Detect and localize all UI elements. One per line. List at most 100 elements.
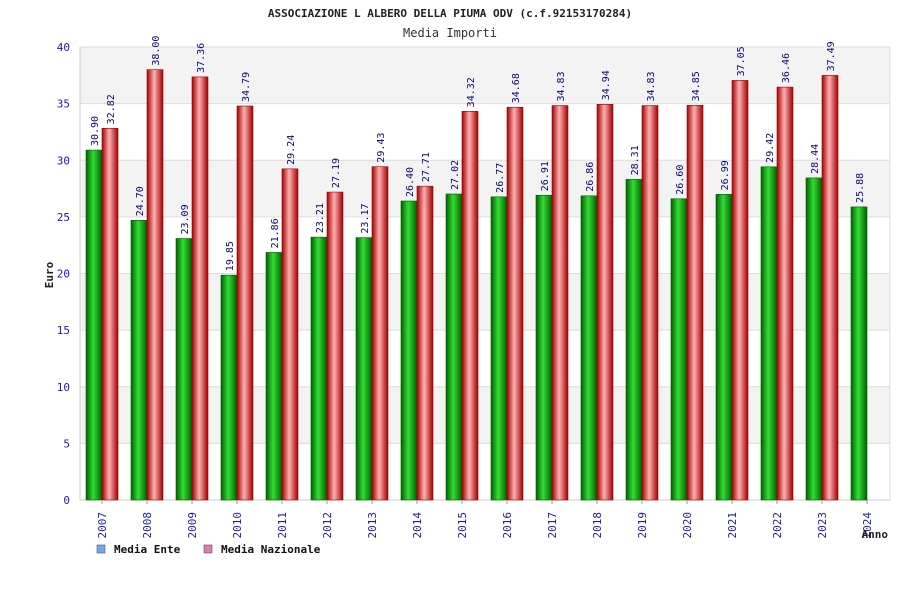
data-label-media-ente-2010: 19.85: [225, 241, 236, 271]
bar-media-ente-2007: [85, 149, 103, 501]
bars: [85, 69, 868, 501]
bar-media-ente-2013: [355, 237, 373, 501]
bar-media-nazionale-2016: [506, 106, 524, 501]
bar-media-ente-2024: [850, 206, 868, 501]
x-tick-label-2015: 2015: [456, 512, 469, 539]
y-tick-label: 15: [57, 324, 70, 337]
grid-lines: [79, 46, 891, 501]
y-tick-label: 20: [57, 268, 70, 281]
data-label-media-nazionale-2023: 37.49: [826, 41, 837, 71]
data-label-media-nazionale-2013: 29.43: [376, 133, 387, 163]
data-label-media-nazionale-2019: 34.83: [646, 71, 657, 101]
bar-media-nazionale-2020: [686, 105, 704, 501]
bar-media-ente-2014: [400, 200, 418, 501]
legend-swatch-media-ente: [96, 544, 106, 554]
data-label-media-nazionale-2009: 37.36: [196, 43, 207, 73]
data-label-media-ente-2019: 28.31: [630, 145, 641, 175]
x-tick-label-2011: 2011: [276, 512, 289, 539]
bar-media-nazionale-2008: [146, 69, 164, 501]
bar-media-ente-2008: [130, 219, 148, 501]
data-label-media-nazionale-2008: 38.00: [151, 36, 162, 66]
bar-media-nazionale-2021: [731, 80, 749, 501]
plot-band: [80, 103, 890, 161]
x-tick-label-2013: 2013: [366, 512, 379, 539]
y-tick-label: 35: [57, 98, 70, 111]
x-tick-label-2012: 2012: [321, 512, 334, 539]
x-tick-label-2016: 2016: [501, 512, 514, 539]
x-tick-label-2021: 2021: [726, 512, 739, 539]
bar-media-nazionale-2018: [596, 104, 614, 501]
bar-media-nazionale-2010: [236, 105, 254, 501]
y-axis-ticks: 0 5 10 15 20 25 30 35 40: [57, 41, 70, 507]
bar-media-nazionale-2014: [416, 185, 434, 501]
bar-media-ente-2012: [310, 236, 328, 501]
data-label-media-ente-2012: 23.21: [315, 203, 326, 233]
data-label-media-ente-2018: 26.86: [585, 162, 596, 192]
x-tick-label-2017: 2017: [546, 512, 559, 539]
x-tick-label-2024: 2024: [861, 512, 874, 539]
plot-band: [80, 47, 890, 104]
x-tick-label-2020: 2020: [681, 512, 694, 539]
data-label-media-ente-2013: 23.17: [360, 203, 371, 233]
data-label-media-nazionale-2015: 34.32: [466, 77, 477, 107]
bar-media-ente-2023: [805, 177, 823, 501]
legend-label-media-nazionale: Media Nazionale: [221, 543, 321, 556]
data-label-media-ente-2023: 28.44: [810, 144, 821, 174]
data-label-media-nazionale-2021: 37.05: [736, 46, 747, 76]
data-label-media-nazionale-2012: 27.19: [331, 158, 342, 188]
data-label-media-ente-2009: 23.09: [180, 204, 191, 234]
data-label-media-ente-2016: 26.77: [495, 163, 506, 193]
bar-media-nazionale-2017: [551, 105, 569, 501]
x-axis-label: Anno: [862, 528, 889, 541]
chart-subtitle: Media Importi: [403, 26, 497, 40]
plot-band: [80, 216, 890, 274]
plot-band: [80, 273, 890, 331]
y-tick-label: 0: [63, 494, 70, 507]
legend-label-media-ente: Media Ente: [114, 543, 181, 556]
data-label-media-nazionale-2007: 32.82: [106, 94, 117, 124]
bar-media-ente-2011: [265, 252, 283, 501]
data-label-media-nazionale-2010: 34.79: [241, 72, 252, 102]
y-tick-label: 25: [57, 211, 70, 224]
data-label-media-ente-2024: 25.88: [855, 173, 866, 203]
data-label-media-ente-2017: 26.91: [540, 161, 551, 191]
x-tick-label-2014: 2014: [411, 512, 424, 539]
data-label-media-nazionale-2017: 34.83: [556, 71, 567, 101]
legend-swatch-media-nazionale: [203, 544, 213, 554]
bar-media-ente-2015: [445, 193, 463, 501]
bar-media-nazionale-2015: [461, 111, 479, 501]
bar-media-nazionale-2007: [101, 128, 119, 501]
plot-band: [80, 160, 890, 217]
data-label-media-ente-2015: 27.02: [450, 160, 461, 190]
plot-band: [80, 330, 890, 387]
x-tick-label-2007: 2007: [96, 512, 109, 539]
data-label-media-ente-2011: 21.86: [270, 218, 281, 248]
bar-media-nazionale-2013: [371, 166, 389, 501]
y-tick-label: 30: [57, 154, 70, 167]
data-label-media-nazionale-2011: 29.24: [286, 135, 297, 165]
bar-media-ente-2016: [490, 196, 508, 501]
y-tick-label: 5: [63, 437, 70, 450]
plot-background: [80, 47, 890, 500]
x-tick-label-2019: 2019: [636, 512, 649, 539]
bar-media-ente-2017: [535, 194, 553, 501]
bar-media-ente-2021: [715, 194, 733, 501]
x-tick-label-2008: 2008: [141, 512, 154, 539]
data-label-media-nazionale-2016: 34.68: [511, 73, 522, 103]
chart-title: ASSOCIAZIONE L ALBERO DELLA PIUMA ODV (c…: [268, 7, 632, 20]
x-tick-label-2009: 2009: [186, 512, 199, 539]
y-tick-label: 40: [57, 41, 70, 54]
legend: Media Ente Media Nazionale: [96, 543, 321, 556]
bar-media-nazionale-2011: [281, 168, 299, 501]
plot-band: [80, 386, 890, 444]
data-label-media-nazionale-2022: 36.46: [781, 53, 792, 83]
data-label-media-ente-2014: 26.40: [405, 167, 416, 197]
bar-media-nazionale-2012: [326, 191, 344, 501]
x-tick-label-2022: 2022: [771, 512, 784, 539]
bar-media-nazionale-2023: [821, 75, 839, 501]
x-tick-label-2010: 2010: [231, 512, 244, 539]
data-label-media-ente-2020: 26.60: [675, 165, 686, 195]
bar-media-nazionale-2019: [641, 105, 659, 501]
y-tick-label: 10: [57, 381, 70, 394]
